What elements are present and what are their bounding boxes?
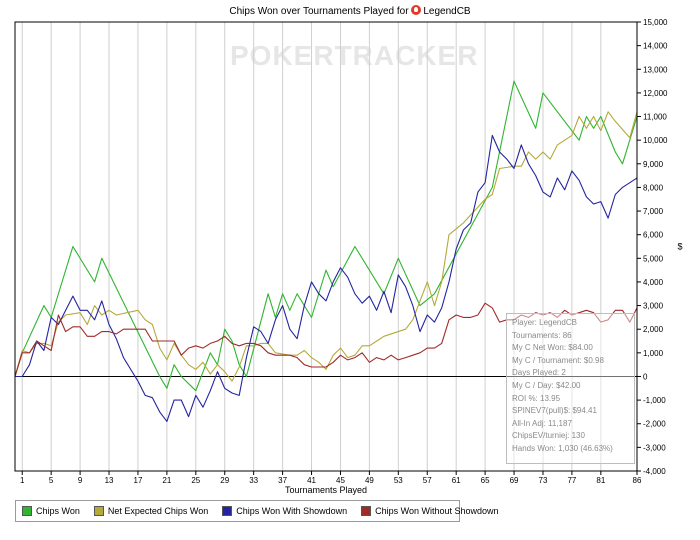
x-axis-label: Tournaments Played bbox=[285, 485, 367, 495]
y-tick-label: 3,000 bbox=[643, 302, 664, 311]
stats-line: My C Net Won: $84.00 bbox=[512, 343, 593, 353]
y-tick-label: 4,000 bbox=[643, 278, 664, 287]
y-tick-label: 7,000 bbox=[643, 207, 664, 216]
legend-swatch-icon bbox=[361, 506, 372, 516]
series-line-net-expected-chips-won bbox=[14, 111, 638, 382]
stats-line: My C / Day: $42.00 bbox=[512, 380, 581, 390]
x-tick-label: 77 bbox=[567, 476, 576, 485]
y-tick-label: 5,000 bbox=[643, 254, 664, 263]
stats-line: Days Played: 2 bbox=[512, 368, 566, 378]
y-tick-label: 15,000 bbox=[643, 18, 668, 27]
x-tick-label: 37 bbox=[278, 476, 287, 485]
stats-line: Tournaments: 86 bbox=[512, 330, 572, 340]
y-tick-label: -3,000 bbox=[643, 443, 666, 452]
legend-item[interactable]: Chips Won bbox=[22, 506, 80, 516]
legend-item[interactable]: Chips Won Without Showdown bbox=[361, 506, 499, 516]
y-tick-label: -1,000 bbox=[643, 396, 666, 405]
watermark: POKERTRACKER bbox=[230, 40, 479, 71]
chart-title-text: Chips Won over Tournaments Played for bbox=[229, 6, 409, 17]
series-line-chips-won bbox=[14, 80, 638, 392]
y-tick-label: 12,000 bbox=[643, 89, 668, 98]
y-tick-label: -2,000 bbox=[643, 420, 666, 429]
stats-line: My C / Tournament: $0.98 bbox=[512, 355, 604, 365]
player-label: LegendCB bbox=[411, 5, 471, 17]
y-tick-label: 8,000 bbox=[643, 183, 664, 192]
y-tick-label: 10,000 bbox=[643, 136, 668, 145]
x-tick-label: 9 bbox=[78, 476, 83, 485]
y-axis-label: $ bbox=[677, 242, 682, 252]
x-tick-label: 69 bbox=[510, 476, 519, 485]
x-tick-label: 1 bbox=[20, 476, 25, 485]
x-tick-label: 41 bbox=[307, 476, 316, 485]
x-tick-label: 86 bbox=[633, 476, 642, 485]
chart-title: Chips Won over Tournaments Played for Le… bbox=[0, 5, 700, 17]
legend-item[interactable]: Chips Won With Showdown bbox=[222, 506, 347, 516]
pokertracker-logo-icon bbox=[411, 5, 422, 15]
y-tick-label: 14,000 bbox=[643, 42, 668, 51]
x-tick-label: 57 bbox=[423, 476, 432, 485]
y-tick-label: 11,000 bbox=[643, 113, 667, 122]
legend: Chips Won Net Expected Chips Won Chips Won… bbox=[15, 500, 499, 522]
y-axis: 15,000 14,000 13,000 12,000 11,000 10,000 9,00… bbox=[637, 18, 668, 476]
legend-label: Chips Won With Showdown bbox=[236, 506, 348, 516]
stats-line: SPINEV7(pull)$: $94.41 bbox=[512, 406, 597, 416]
x-tick-label: 5 bbox=[49, 476, 54, 485]
stats-line: ROI %: 13.95 bbox=[512, 393, 561, 403]
x-tick-label: 73 bbox=[539, 476, 548, 485]
player-name: LegendCB bbox=[423, 6, 471, 17]
x-tick-label: 29 bbox=[220, 476, 229, 485]
plot-frame bbox=[14, 21, 638, 472]
x-tick-label: 17 bbox=[134, 476, 143, 485]
y-tick-label: 6,000 bbox=[643, 231, 664, 240]
x-tick-label: 65 bbox=[481, 476, 490, 485]
legend-label: Chips Won Without Showdown bbox=[375, 506, 499, 516]
x-tick-label: 25 bbox=[191, 476, 200, 485]
x-tick-label: 21 bbox=[162, 476, 171, 485]
x-tick-label: 81 bbox=[596, 476, 605, 485]
x-axis: 1 5 9 13 17 21 25 29 33 37 41 45 49 53 57 61 65 69 73 77 81 8… bbox=[20, 471, 642, 485]
stats-line: ChipsEV/turniej: 130 bbox=[512, 431, 585, 441]
y-tick-label: 1,000 bbox=[643, 349, 664, 358]
x-tick-label: 49 bbox=[365, 476, 374, 485]
x-tick-label: 33 bbox=[249, 476, 258, 485]
x-tick-label: 53 bbox=[394, 476, 403, 485]
x-tick-label: 45 bbox=[336, 476, 345, 485]
series-line-chips-won-with-showdown bbox=[15, 134, 638, 422]
y-tick-label: 9,000 bbox=[643, 160, 664, 169]
stats-box: Player: LegendCB Tournaments: 86 My C Net … bbox=[506, 313, 635, 464]
x-tick-label: 61 bbox=[452, 476, 461, 485]
stats-line: All-In Adj: 11,187 bbox=[512, 418, 572, 428]
y-tick-label: 2,000 bbox=[643, 325, 664, 334]
y-tick-label: -4,000 bbox=[643, 467, 666, 476]
legend-swatch-icon bbox=[22, 506, 32, 516]
legend-label: Net Expected Chips Won bbox=[107, 506, 209, 516]
legend-swatch-icon bbox=[93, 506, 104, 516]
stats-line: Hands Won: 1,030 (46.63%) bbox=[512, 443, 613, 453]
legend-label: Chips Won bbox=[36, 506, 80, 516]
legend-swatch-icon bbox=[222, 506, 233, 516]
stats-line: Player: LegendCB bbox=[512, 318, 577, 327]
legend-item[interactable]: Net Expected Chips Won bbox=[93, 506, 209, 516]
y-tick-label: 13,000 bbox=[643, 65, 668, 74]
y-tick-label: 0 bbox=[643, 372, 648, 381]
x-tick-label: 13 bbox=[105, 476, 114, 485]
